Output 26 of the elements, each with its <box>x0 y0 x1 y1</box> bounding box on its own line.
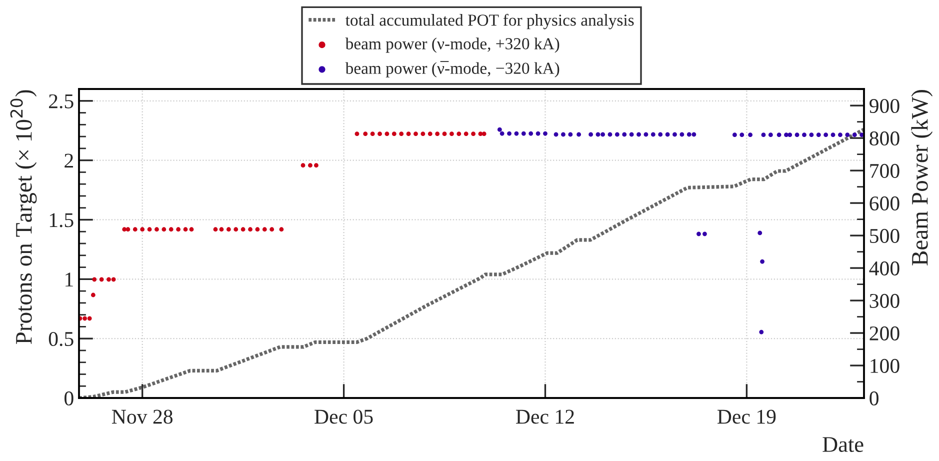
y2-tick-label: 900 <box>870 98 900 114</box>
y-tick-label: 1 <box>66 272 73 286</box>
y2-tick-label: 400 <box>869 261 900 276</box>
y2-tick-label: 500 <box>870 228 900 243</box>
x-tick-label: Dec 19 <box>717 410 776 424</box>
x-tick-label: Dec 05 <box>314 410 373 424</box>
y-tick-label: 0 <box>64 391 74 406</box>
y2-tick-label: 0 <box>870 391 878 406</box>
legend-label: beam power (ν-mode, +320 kA) <box>345 38 560 53</box>
y2-tick-label: 300 <box>870 294 900 308</box>
y-tick-label: 2 <box>64 154 73 168</box>
y-tick-label: 0.5 <box>48 332 74 346</box>
y-axis-title: Protons on Target (× 10$^{20}$) <box>10 90 37 344</box>
legend-label: beam power (ν̅-mode, −320 kA) <box>345 61 560 78</box>
y-tick-label: 1.5 <box>50 213 74 228</box>
y2-tick-label: 600 <box>870 196 900 210</box>
y2-tick-label: 800 <box>870 131 900 146</box>
y2-tick-label: 700 <box>870 164 900 178</box>
y2-tick-label: 100 <box>870 358 900 373</box>
x-tick-label: Dec 12 <box>516 410 574 424</box>
x-tick-label: Nov 28 <box>112 410 173 424</box>
y2-tick-label: 200 <box>870 326 900 340</box>
y-tick-label: 2.5 <box>49 94 74 108</box>
legend-label: total accumulated POT for physics analysis <box>346 14 634 30</box>
x-axis-title: Date <box>822 437 864 452</box>
y2-axis-title: Beam Power (kW) <box>911 90 933 266</box>
